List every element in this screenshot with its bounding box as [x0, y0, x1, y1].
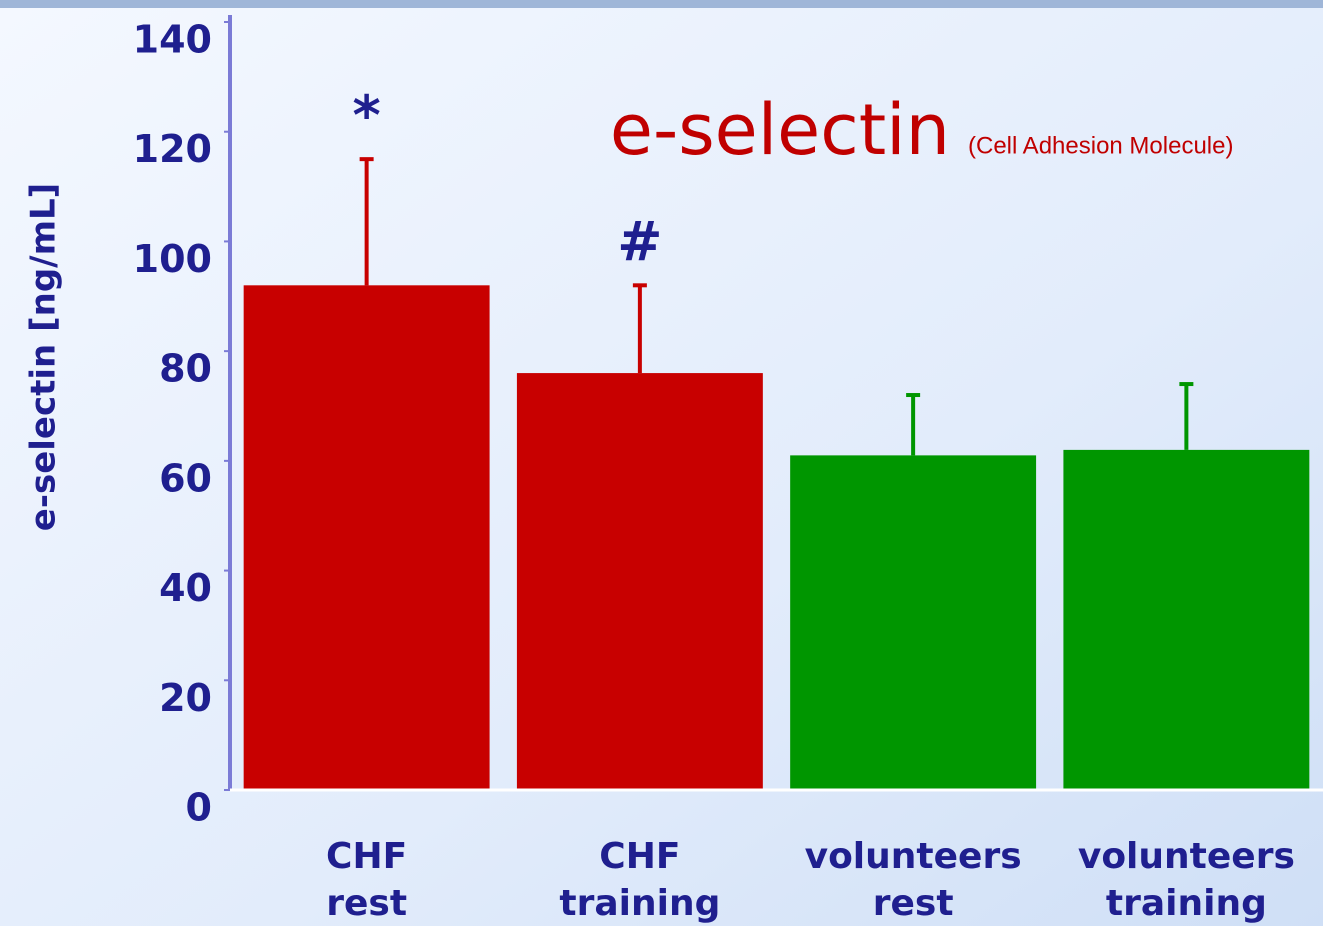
y-tick-label: 100 [133, 237, 212, 281]
annotation: * [353, 84, 381, 147]
chart-title: e-selectin [610, 89, 950, 171]
bar [790, 455, 1037, 790]
x-tick-label: CHF [326, 836, 407, 877]
x-tick-label: training [559, 883, 720, 924]
x-tick-label: training [1106, 883, 1267, 924]
x-tick-label: rest [326, 883, 407, 924]
y-tick-label: 20 [159, 676, 212, 720]
y-tick-label: 40 [159, 566, 212, 610]
bar [516, 373, 763, 790]
y-tick-label: 120 [133, 127, 212, 171]
y-tick-label: 0 [186, 786, 212, 830]
x-tick-label: volunteers [805, 836, 1022, 877]
y-tick-label: 80 [159, 347, 212, 391]
annotation: # [617, 210, 662, 273]
x-tick-label: CHF [599, 836, 680, 877]
y-tick-label: 140 [133, 18, 212, 62]
bar [1063, 449, 1310, 790]
x-tick-label: volunteers [1078, 836, 1295, 877]
top-border [0, 0, 1323, 8]
x-tick-label: rest [873, 883, 954, 924]
y-axis-label: e-selectin [ng/mL] [24, 183, 64, 531]
bar [243, 285, 490, 790]
y-tick-label: 60 [159, 456, 212, 500]
chart-subtitle: (Cell Adhesion Molecule) [968, 132, 1233, 159]
